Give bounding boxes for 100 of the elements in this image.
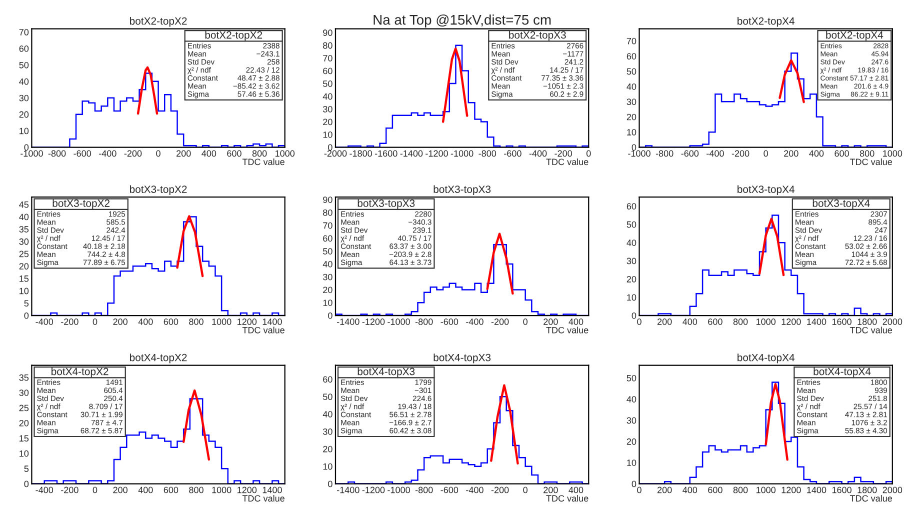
annotation: botX2-topX2 <box>205 31 262 41</box>
line-series <box>176 215 204 278</box>
y-tick-label: 30 <box>19 94 29 102</box>
y-tick-label: 0 <box>24 312 29 319</box>
x-tick-label: 600 <box>227 150 242 157</box>
x-tick-label: -400 <box>529 150 547 157</box>
x-tick-label: 200 <box>544 486 558 494</box>
y-tick-label: 20 <box>19 111 29 118</box>
y-tick-label: 30 <box>19 238 29 245</box>
x-tick-label: 1000 <box>883 150 902 157</box>
y-tick-label: 0 <box>24 144 29 151</box>
y-tick-label: 30 <box>323 106 332 112</box>
x-tick-label: 800 <box>733 318 748 325</box>
y-tick-label: 0 <box>328 312 332 319</box>
x-tick-label: 200 <box>113 318 128 325</box>
y-tick-label: 45 <box>19 201 29 208</box>
y-tick-label: 10 <box>323 463 332 470</box>
x-tick-label: 600 <box>164 486 178 494</box>
y-tick-label: 70 <box>323 222 332 229</box>
y-tick-label: 60 <box>323 235 332 242</box>
x-tick-label: 400 <box>138 486 153 494</box>
x-tick-label: -200 <box>491 486 509 494</box>
y-tick-label: 60 <box>19 45 29 52</box>
x-tick-label: -400 <box>36 318 54 325</box>
x-tick-label: -1000 <box>20 150 43 157</box>
y-tick-label: 40 <box>322 93 332 100</box>
y-tick-label: 30 <box>626 417 636 424</box>
x-tick-label: 200 <box>544 318 558 325</box>
x-tick-label: 2000 <box>882 486 902 494</box>
chart-title: Na at Top @15kV,dist=75 cm <box>374 14 551 28</box>
annotation: botX2-topX3 <box>509 31 566 41</box>
chart-title: botX3-topX4 <box>738 185 794 196</box>
x-tick-label: -600 <box>440 318 458 325</box>
x-tick-label: -1000 <box>388 318 410 325</box>
y-tick-label: 10 <box>627 129 636 136</box>
y-tick-label: 0 <box>24 480 29 488</box>
x-tick-label: 1000 <box>212 486 232 494</box>
y-tick-label: 15 <box>20 276 29 282</box>
y-tick-label: 90 <box>323 30 332 36</box>
x-tick-label: -2000 <box>324 150 347 157</box>
y-tick-label: 10 <box>20 288 29 294</box>
chart-title: botX3-topX2 <box>130 185 187 196</box>
x-tick-label: 600 <box>834 150 849 157</box>
x-tick-label: 0 <box>586 150 591 157</box>
x-tick-label: -1400 <box>400 150 423 157</box>
x-tick-label: -600 <box>504 150 522 157</box>
y-tick-label: 0 <box>632 144 636 151</box>
x-tick-label: -800 <box>656 150 674 157</box>
y-tick-label: 60 <box>323 68 332 74</box>
chart-title: botX4-topX4 <box>738 354 794 364</box>
y-tick-label: 50 <box>626 68 636 75</box>
y-tick-label: 40 <box>626 396 636 402</box>
y-tick-label: 80 <box>323 42 332 49</box>
x-tick-label: 400 <box>568 318 584 325</box>
x-tick-label: 400 <box>809 150 824 157</box>
y-tick-label: 50 <box>19 62 29 68</box>
y-tick-label: 70 <box>626 38 636 44</box>
x-tick-label: 1600 <box>832 318 852 325</box>
x-tick-label: 0 <box>92 486 98 494</box>
x-tick-label: 1400 <box>807 486 826 494</box>
y-tick-label: 10 <box>323 131 332 138</box>
x-tick-label: 1400 <box>262 486 282 494</box>
x-tick-label: -1800 <box>350 150 372 157</box>
y-tick-label: 20 <box>19 263 29 270</box>
x-tick-label: 1200 <box>238 486 257 494</box>
x-tick-label: -200 <box>61 318 78 325</box>
line-series <box>764 383 788 461</box>
x-tick-label: 1200 <box>782 486 801 494</box>
x-tick-label: 600 <box>164 318 178 325</box>
x-tick-label: 800 <box>860 150 874 157</box>
line-series <box>182 389 210 461</box>
y-tick-label: 50 <box>323 394 332 400</box>
x-tick-label: -1400 <box>337 486 360 494</box>
y-tick-label: 20 <box>323 286 332 294</box>
x-tick-label: 400 <box>202 150 216 157</box>
x-tick-label: -1000 <box>628 150 650 157</box>
x-axis-title: TDC value <box>546 158 588 166</box>
x-tick-label: 400 <box>568 486 584 494</box>
x-tick-label: 600 <box>708 318 722 325</box>
y-tick-label: 50 <box>323 248 332 254</box>
y-tick-label: 20 <box>626 438 636 445</box>
annotation: botX3-topX3 <box>358 199 415 209</box>
y-tick-label: 5 <box>24 300 29 307</box>
y-tick-label: 30 <box>626 258 636 264</box>
x-tick-label: -800 <box>48 150 66 157</box>
y-tick-label: 80 <box>323 209 332 216</box>
y-tick-label: 0 <box>632 480 636 488</box>
x-axis-title: TDC value <box>242 158 284 166</box>
y-tick-label: 50 <box>626 374 636 382</box>
y-tick-label: 10 <box>20 450 29 457</box>
y-tick-label: 70 <box>323 55 332 62</box>
y-tick-label: 10 <box>627 294 636 301</box>
chart-title: botX4-topX3 <box>434 354 491 364</box>
y-tick-label: 50 <box>626 221 636 228</box>
x-axis-title: TDC value <box>850 326 892 334</box>
y-tick-label: 10 <box>627 460 636 466</box>
x-tick-label: -200 <box>554 150 572 157</box>
annotation: botX4-topX4 <box>814 368 871 378</box>
y-tick-label: 40 <box>19 214 29 220</box>
y-tick-label: 30 <box>626 98 636 106</box>
